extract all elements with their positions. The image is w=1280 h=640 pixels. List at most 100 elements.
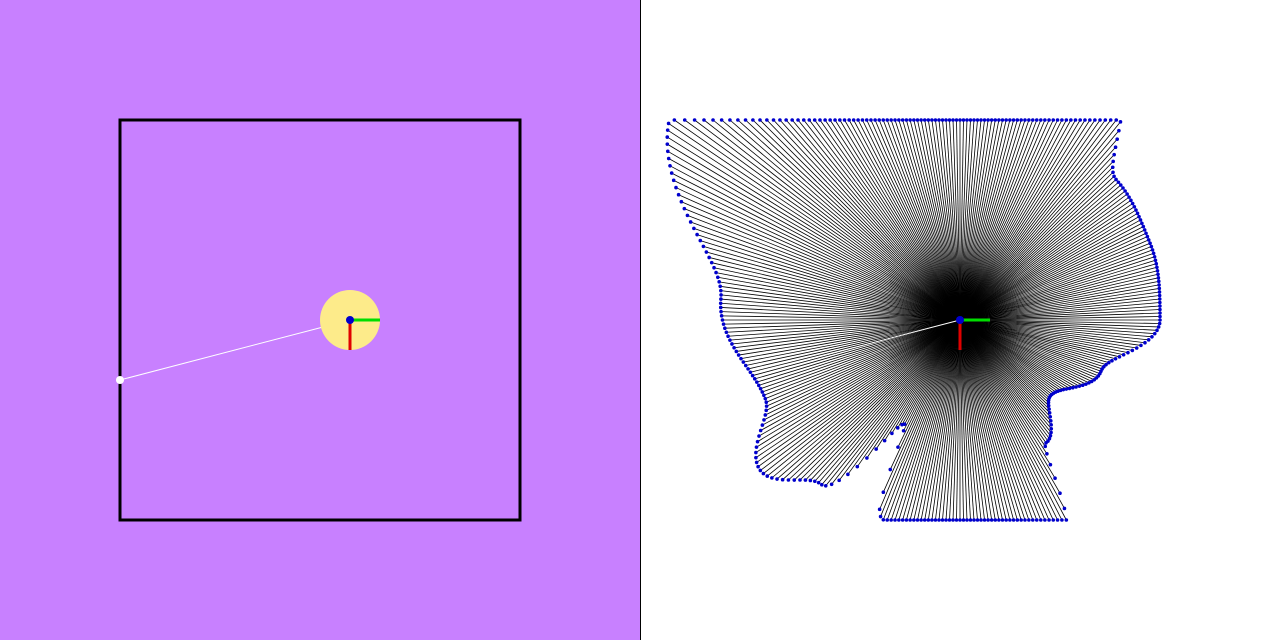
scan-ray [959, 319, 1051, 465]
scan-hit-point [786, 478, 791, 482]
scan-hit-point [1069, 118, 1073, 122]
scan-hit-point [989, 118, 994, 122]
scan-hit-point [723, 326, 727, 331]
scan-ray [862, 119, 961, 321]
scan-hit-point [1126, 350, 1130, 355]
scan-hit-point [1158, 314, 1162, 319]
scan-hit-point [756, 464, 760, 469]
scan-hit-point [762, 393, 766, 398]
scan-hit-point [951, 118, 955, 122]
scan-ray [959, 319, 1034, 521]
scan-ray [755, 319, 961, 453]
scan-ray [819, 119, 961, 321]
scan-ray [797, 119, 961, 321]
scan-hit-point [1019, 118, 1023, 122]
scan-hit-point [1134, 346, 1139, 350]
scan-hit-point [1067, 386, 1072, 391]
scan-hit-point [1064, 387, 1069, 391]
scan-ray [959, 119, 1081, 321]
scan-ray [684, 208, 961, 321]
scan-ray [959, 184, 1122, 321]
scan-ray [762, 319, 961, 426]
scan-ray [938, 119, 961, 321]
scan-hit-point [1149, 244, 1154, 249]
scan-ray [959, 319, 1116, 360]
scan-hit-point [922, 118, 927, 122]
scan-hit-point [1051, 118, 1056, 122]
scan-ray [959, 319, 985, 521]
scan-hit-point [1158, 300, 1162, 305]
scan-ray [737, 119, 961, 321]
scan-hit-point [801, 118, 806, 122]
scan-hit-point [930, 118, 934, 122]
scan-ray [879, 319, 961, 510]
scan-hit-point [748, 370, 753, 375]
scan-hit-point [1116, 180, 1121, 185]
scan-hit-point [754, 445, 759, 449]
scan-hit-point [719, 314, 724, 318]
scan-ray [703, 119, 961, 321]
scan-ray [866, 319, 961, 459]
scan-hit-point [912, 118, 916, 122]
scan-hit-point [1118, 183, 1123, 187]
scan-ray [824, 119, 961, 321]
scan-ray [909, 319, 961, 521]
scan-ray [674, 119, 961, 321]
scan-hit-point [1049, 426, 1054, 431]
scan-hit-point [1152, 254, 1157, 259]
scan-hit-point [743, 118, 748, 122]
scan-hit-point [758, 428, 763, 433]
scan-hit-point [982, 518, 987, 522]
scan-ray [959, 319, 1103, 370]
scan-hit-point [808, 478, 813, 483]
scan-hit-point [1155, 268, 1160, 273]
scan-ray [959, 319, 1052, 433]
scan-ray [959, 119, 1086, 321]
target-point[interactable] [116, 376, 124, 384]
scan-hit-point [771, 118, 776, 122]
scan-ray [952, 119, 961, 321]
scan-hit-point [915, 118, 920, 122]
scan-hit-point [775, 477, 779, 481]
scan-ray [720, 285, 961, 321]
scan-hit-point [1139, 343, 1143, 348]
scan-hit-point [900, 518, 905, 522]
scan-ray [959, 219, 1141, 321]
scan-ray [959, 319, 1158, 331]
scan-hit-point [874, 447, 878, 451]
scan-hit-point [823, 118, 827, 122]
scan-ray [927, 319, 961, 521]
scan-hit-point [833, 118, 837, 122]
scan-hit-point [873, 118, 877, 122]
world-canvas[interactable] [0, 0, 640, 640]
scan-hit-point [915, 518, 920, 522]
scan-hit-point [904, 518, 909, 522]
scan-ray [906, 319, 961, 521]
scan-ray [959, 216, 1140, 321]
scan-hit-point [1121, 352, 1126, 357]
scan-hit-point [997, 518, 1001, 522]
scan-ray [959, 319, 1022, 521]
scan-hit-point [972, 118, 976, 122]
scan-hit-point [1061, 387, 1066, 392]
scan-hit-point [979, 518, 983, 522]
scan-hit-point [958, 518, 962, 522]
scan-hit-point [739, 356, 743, 361]
scan-ray [766, 119, 961, 321]
scan-ray [959, 319, 1007, 521]
scan-ray [866, 119, 961, 321]
scan-hit-point [1046, 400, 1051, 405]
scan-hit-point [1055, 518, 1060, 522]
scan-hit-point [792, 478, 797, 482]
scan-hit-point [676, 192, 681, 197]
scan-hit-point [757, 434, 761, 438]
scan-ray [882, 319, 961, 493]
scan-ray [814, 319, 961, 482]
scan-ray [771, 319, 961, 479]
scan-hit-point [1148, 241, 1152, 246]
scan-hit-point [1127, 195, 1131, 199]
scan-hit-point [780, 477, 785, 482]
scan-hit-point [734, 349, 739, 354]
scan-hit-point [897, 518, 901, 522]
scan-ray [959, 319, 1000, 521]
